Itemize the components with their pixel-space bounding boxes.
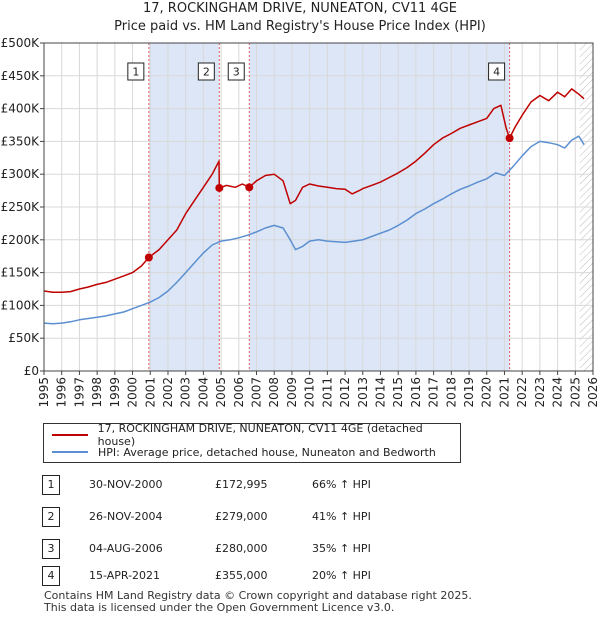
transaction-hpi-diff: 20% ↑ HPI bbox=[312, 569, 371, 582]
transaction-number: 2 bbox=[42, 507, 60, 527]
transaction-date: 26-NOV-2004 bbox=[89, 510, 163, 523]
x-tick-label: 2010 bbox=[303, 377, 317, 408]
x-tick-label: 2017 bbox=[427, 377, 441, 408]
sale-label-box bbox=[197, 62, 215, 81]
x-tick-label: 2011 bbox=[320, 377, 334, 408]
x-tick-label: 2015 bbox=[391, 377, 405, 408]
transaction-price: £279,000 bbox=[215, 510, 268, 523]
x-tick-label: 2023 bbox=[533, 377, 547, 408]
sale-point bbox=[215, 183, 224, 192]
x-tick-label: 1997 bbox=[72, 377, 86, 408]
x-tick-label: 2008 bbox=[267, 377, 281, 408]
y-tick-label: £300K bbox=[1, 167, 41, 181]
sale-point bbox=[245, 183, 254, 192]
legend-item-property: 17, ROCKINGHAM DRIVE, NUNEATON, CV11 4GE… bbox=[52, 422, 460, 448]
x-tick-label: 2005 bbox=[214, 377, 228, 408]
sale-point bbox=[144, 253, 153, 262]
y-tick-label: £200K bbox=[1, 233, 41, 247]
chart-title: 17, ROCKINGHAM DRIVE, NUNEATON, CV11 4GE bbox=[143, 1, 457, 16]
x-tick-label: 2016 bbox=[409, 377, 423, 408]
y-tick-label: £0 bbox=[24, 364, 39, 378]
x-tick-label: 2014 bbox=[373, 377, 387, 408]
chart-legend: 17, ROCKINGHAM DRIVE, NUNEATON, CV11 4GE… bbox=[43, 422, 461, 463]
x-tick-label: 2006 bbox=[232, 377, 246, 408]
x-tick-label: 2012 bbox=[338, 377, 352, 408]
transaction-hpi-diff: 35% ↑ HPI bbox=[312, 542, 371, 555]
hpi-line bbox=[43, 135, 585, 325]
x-tick-label: 2000 bbox=[126, 377, 140, 408]
chart-subtitle: Price paid vs. HM Land Registry's House … bbox=[114, 19, 486, 34]
sale-label-box bbox=[488, 62, 506, 81]
x-tick-label: 2018 bbox=[444, 377, 458, 408]
transaction-date: 15-APR-2021 bbox=[89, 569, 161, 582]
x-tick-label: 2019 bbox=[462, 377, 476, 408]
x-tick-label: 1999 bbox=[108, 377, 122, 408]
x-tick-label: 2020 bbox=[480, 377, 494, 408]
x-tick-label: 1996 bbox=[55, 377, 69, 408]
legend-item-hpi: HPI: Average price, detached house, Nune… bbox=[52, 444, 436, 460]
transaction-number: 3 bbox=[42, 539, 60, 559]
y-tick-label: £500K bbox=[1, 36, 41, 50]
transaction-hpi-diff: 66% ↑ HPI bbox=[312, 478, 371, 491]
footer-copyright: Contains HM Land Registry data © Crown c… bbox=[44, 589, 472, 602]
footer-licence: This data is licensed under the Open Gov… bbox=[44, 601, 395, 614]
property-price-line bbox=[43, 88, 585, 294]
y-tick-label: £100K bbox=[1, 298, 41, 312]
y-tick-label: £150K bbox=[1, 266, 41, 280]
x-tick-label: 1998 bbox=[90, 377, 104, 408]
x-tick-label: 2025 bbox=[568, 377, 582, 408]
sale-label: 1 bbox=[132, 66, 139, 79]
y-tick-label: £400K bbox=[1, 102, 41, 116]
x-tick-label: 2021 bbox=[497, 377, 511, 408]
x-tick-label: 2001 bbox=[143, 377, 157, 408]
transaction-price: £280,000 bbox=[215, 542, 268, 555]
x-tick-label: 2003 bbox=[179, 377, 193, 408]
y-tick-label: £250K bbox=[1, 200, 41, 214]
x-tick-label: 2007 bbox=[250, 377, 264, 408]
x-tick-label: 2022 bbox=[515, 377, 529, 408]
y-tick-label: £50K bbox=[8, 331, 40, 345]
sale-label-box bbox=[227, 62, 245, 81]
x-tick-label: 2009 bbox=[285, 377, 299, 408]
transaction-date: 30-NOV-2000 bbox=[89, 478, 163, 491]
legend-swatch-blue bbox=[52, 451, 88, 453]
sale-label-box bbox=[127, 62, 145, 81]
legend-label-property: 17, ROCKINGHAM DRIVE, NUNEATON, CV11 4GE… bbox=[97, 422, 423, 448]
legend-swatch-red bbox=[52, 434, 88, 436]
sale-label: 3 bbox=[233, 66, 240, 79]
sale-point bbox=[505, 134, 514, 143]
legend-label-hpi: HPI: Average price, detached house, Nune… bbox=[98, 445, 436, 459]
y-tick-label: £450K bbox=[1, 69, 41, 83]
x-tick-label: 2002 bbox=[161, 377, 175, 408]
price-chart: 1 2 3 4 £0 £50K £100K £150K £200K £250K £300K £350… bbox=[1, 36, 600, 408]
x-tick-label: 2013 bbox=[356, 377, 370, 408]
x-tick-label: 1995 bbox=[37, 377, 51, 408]
sale-label: 4 bbox=[493, 66, 500, 79]
y-tick-label: £350K bbox=[1, 134, 41, 148]
x-tick-label: 2024 bbox=[551, 377, 565, 408]
transaction-price: £355,000 bbox=[215, 569, 268, 582]
x-tick-label: 2026 bbox=[586, 377, 600, 408]
transaction-price: £172,995 bbox=[215, 478, 268, 491]
transaction-number: 4 bbox=[42, 566, 60, 586]
sale-label: 2 bbox=[203, 66, 210, 79]
transaction-hpi-diff: 41% ↑ HPI bbox=[312, 510, 371, 523]
x-tick-label: 2004 bbox=[196, 377, 210, 408]
transaction-number: 1 bbox=[42, 475, 60, 495]
transaction-date: 04-AUG-2006 bbox=[89, 542, 163, 555]
